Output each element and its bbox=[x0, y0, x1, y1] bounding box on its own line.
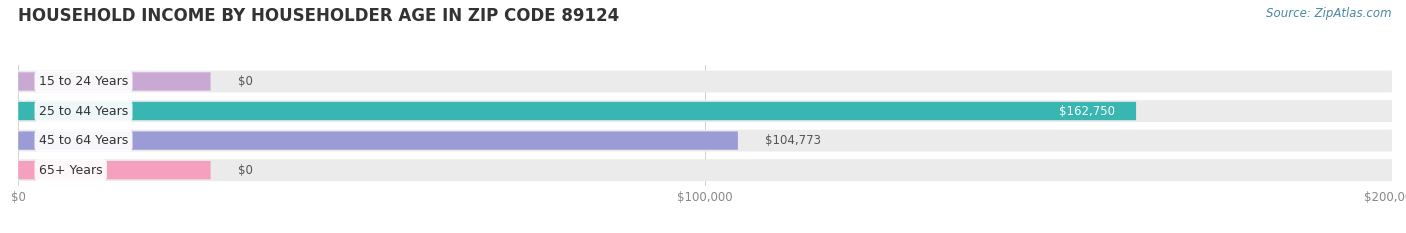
FancyBboxPatch shape bbox=[18, 161, 211, 179]
Text: $162,750: $162,750 bbox=[1060, 105, 1115, 117]
Text: $0: $0 bbox=[238, 164, 253, 177]
Text: $104,773: $104,773 bbox=[765, 134, 821, 147]
Text: Source: ZipAtlas.com: Source: ZipAtlas.com bbox=[1267, 7, 1392, 20]
FancyBboxPatch shape bbox=[18, 71, 1392, 93]
Text: HOUSEHOLD INCOME BY HOUSEHOLDER AGE IN ZIP CODE 89124: HOUSEHOLD INCOME BY HOUSEHOLDER AGE IN Z… bbox=[18, 7, 620, 25]
Text: 15 to 24 Years: 15 to 24 Years bbox=[39, 75, 128, 88]
FancyBboxPatch shape bbox=[18, 100, 1392, 122]
FancyBboxPatch shape bbox=[18, 131, 738, 150]
Text: 65+ Years: 65+ Years bbox=[39, 164, 103, 177]
FancyBboxPatch shape bbox=[18, 102, 1136, 120]
FancyBboxPatch shape bbox=[18, 130, 1392, 151]
FancyBboxPatch shape bbox=[18, 159, 1392, 181]
FancyBboxPatch shape bbox=[18, 72, 211, 91]
Text: $0: $0 bbox=[238, 75, 253, 88]
Text: 45 to 64 Years: 45 to 64 Years bbox=[39, 134, 128, 147]
Text: 25 to 44 Years: 25 to 44 Years bbox=[39, 105, 128, 117]
